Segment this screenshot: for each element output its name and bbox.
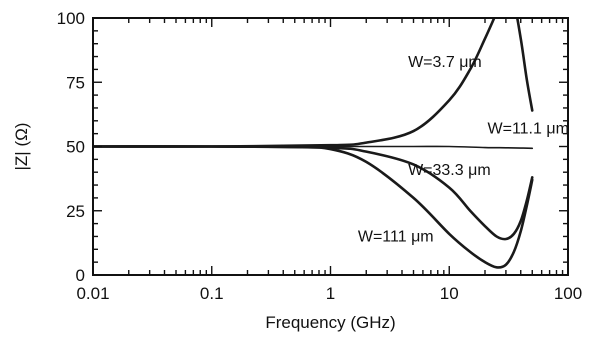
y-tick-label: 50 (66, 138, 85, 157)
y-tick-label: 0 (76, 266, 85, 285)
series-label: W=11.1 μm (488, 121, 569, 138)
axis-labels: 0.01 0.1 1 10 100 0 25 50 75 100 Frequency (GHz) |Z… (12, 9, 582, 332)
y-tick-label: 25 (66, 202, 85, 221)
x-tick-label: 0.01 (76, 284, 109, 303)
x-tick-label: 0.1 (200, 284, 224, 303)
series-label: W=33.3 μm (408, 162, 491, 179)
series-label: W=3.7 μm (408, 54, 482, 71)
axis-ticks (92, 17, 568, 276)
series-label: W=111 μm (358, 229, 434, 246)
x-axis-title: Frequency (GHz) (265, 313, 395, 332)
series-group (93, 18, 534, 269)
x-tick-label: 100 (554, 284, 582, 303)
series-annotations: W=3.7 μm W=11.1 μm W=33.3 μm W=111 μm (358, 54, 569, 246)
series-line-3 (93, 145, 534, 241)
x-tick-label: 10 (440, 284, 459, 303)
x-tick-label: 1 (326, 284, 335, 303)
series-line-1 (93, 18, 534, 148)
y-tick-label: 100 (57, 9, 85, 28)
y-tick-label: 75 (66, 73, 85, 92)
series-line-4 (93, 145, 534, 269)
y-axis-title: |Z| (Ω) (12, 123, 31, 171)
